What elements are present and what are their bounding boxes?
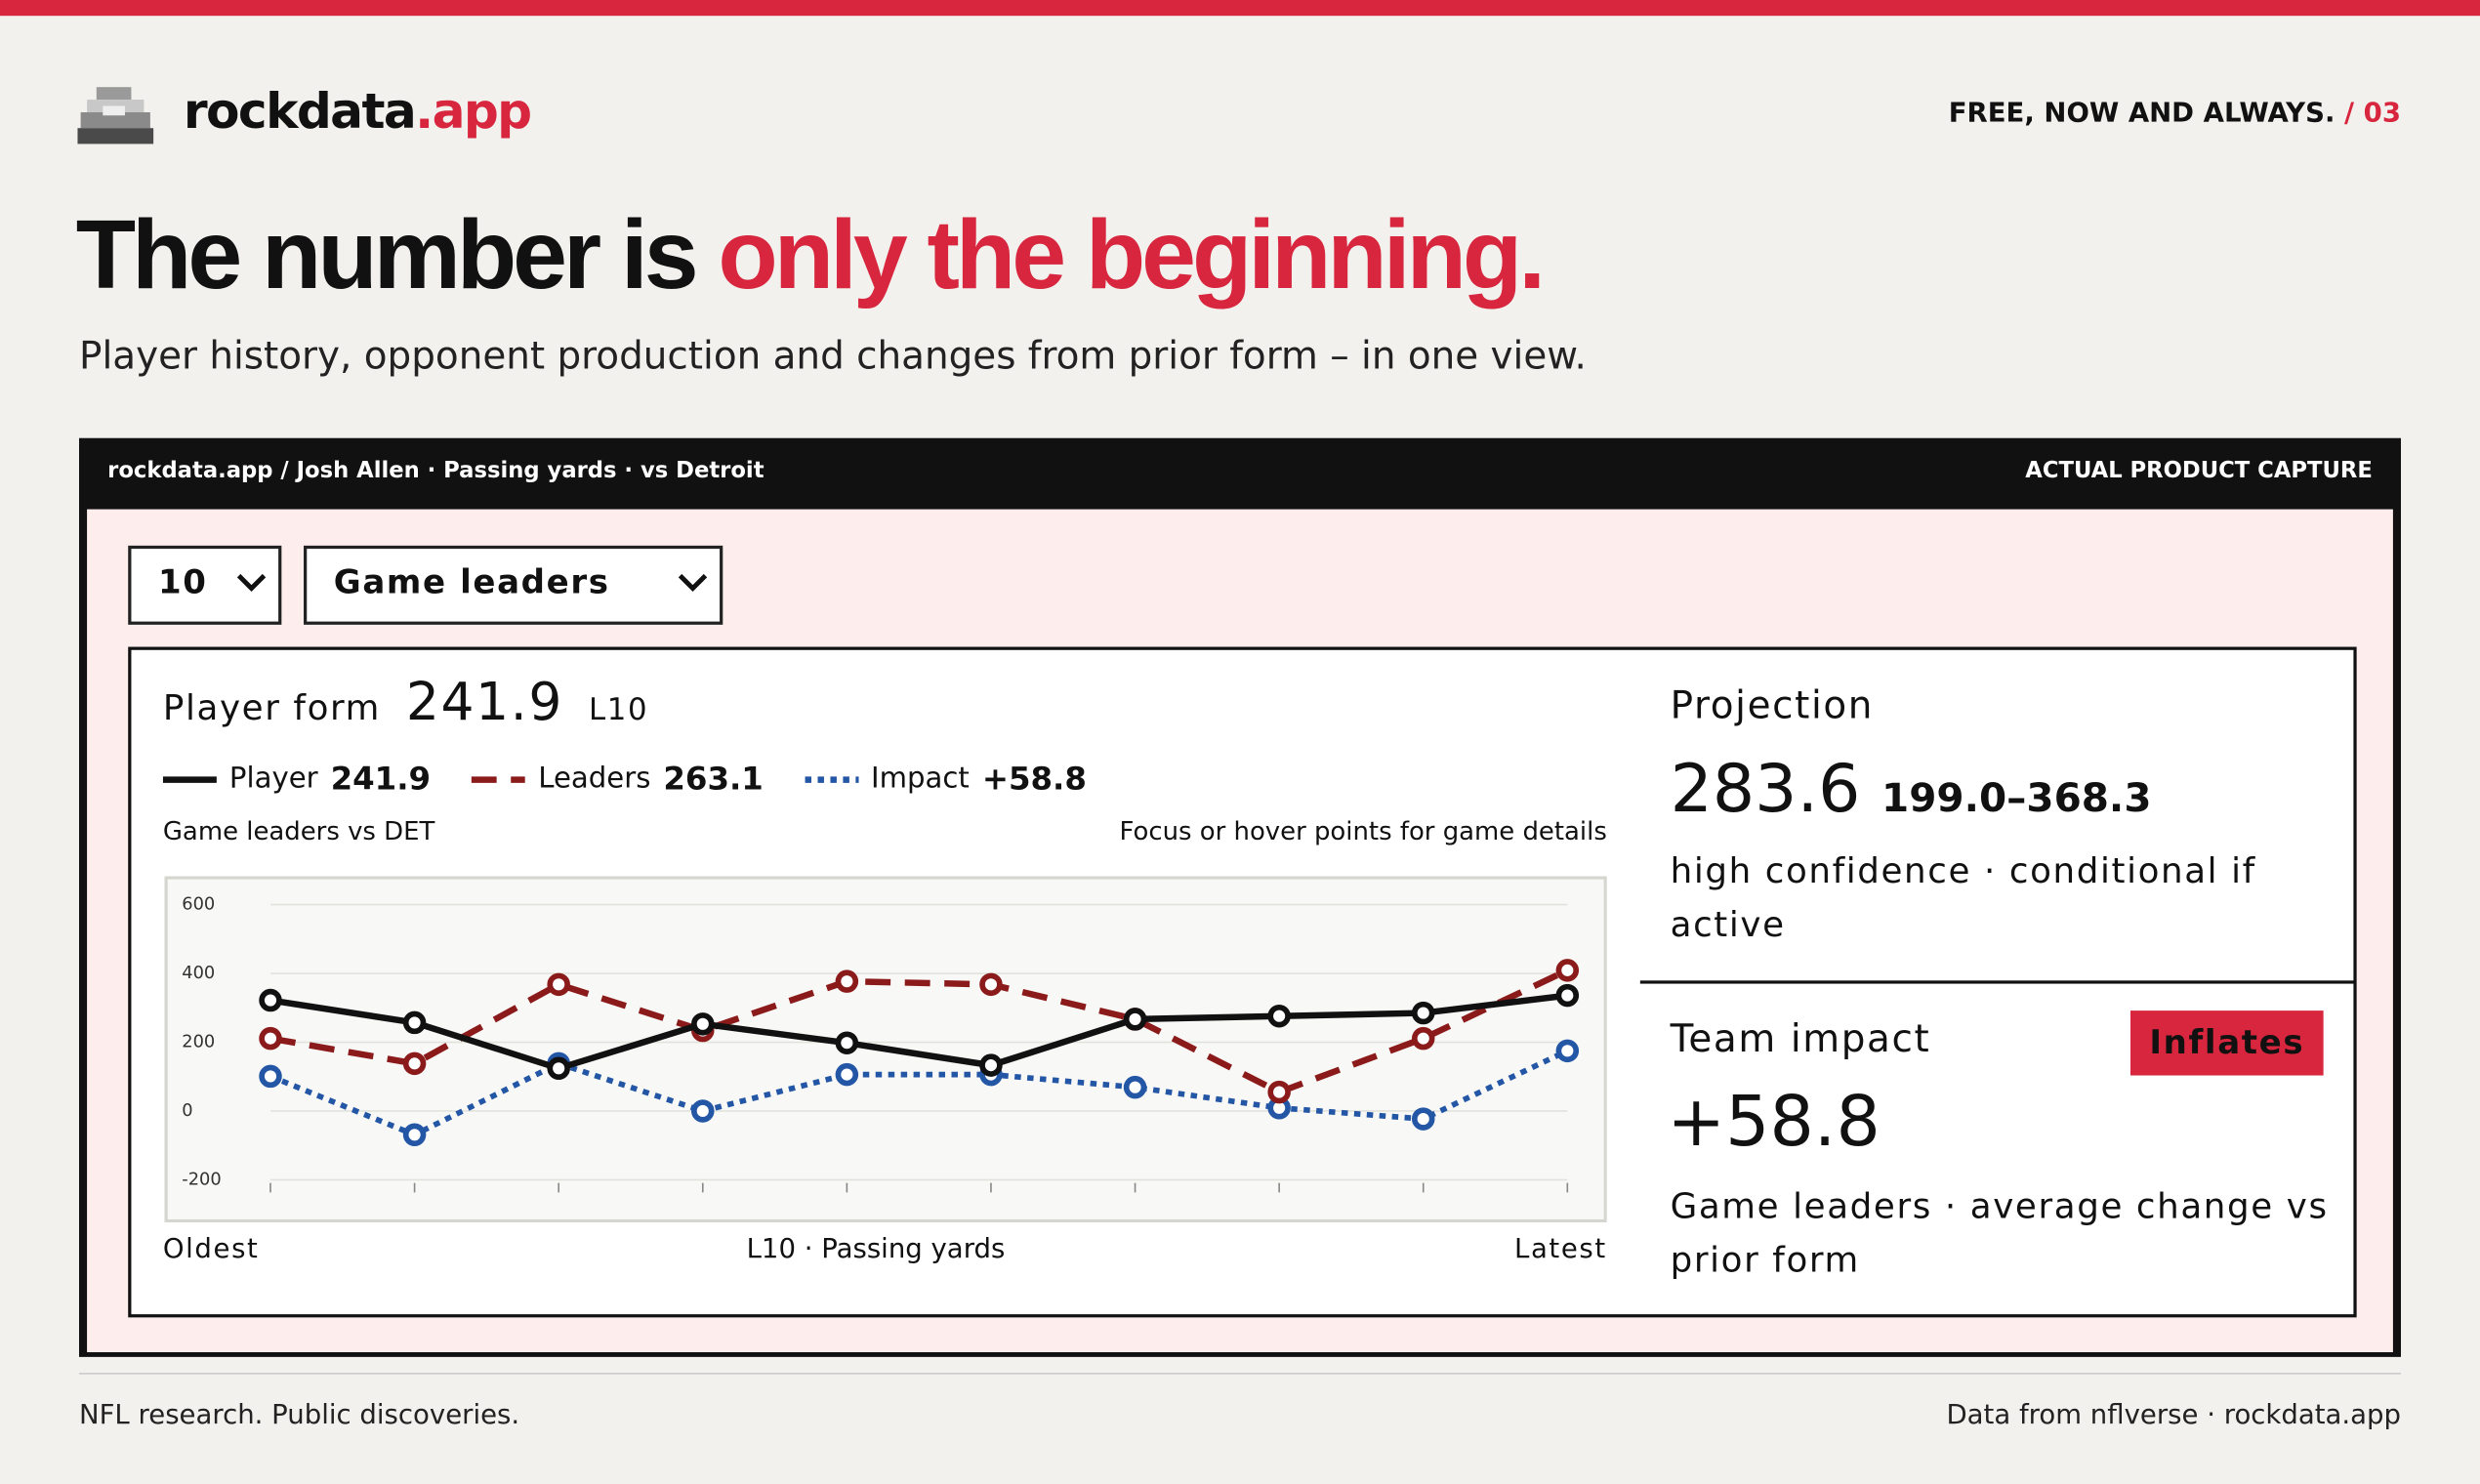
y-tick-label: 0 (182, 1100, 192, 1121)
headline: The number is only the beginning. (75, 199, 1546, 311)
impact-badge: Inflates (2130, 1010, 2324, 1076)
point (1555, 983, 1580, 1008)
projection-value: 283.6 (1670, 749, 1861, 828)
top-bar (0, 0, 2480, 17)
point (1267, 1004, 1291, 1028)
y-tick-label: -200 (182, 1169, 221, 1189)
tagline: FREE, NOW AND ALWAYS. (1948, 98, 2335, 130)
logo (77, 87, 154, 144)
brand-name: rockdata (183, 83, 417, 142)
point (691, 1012, 715, 1036)
legend-label: Leaders (538, 761, 651, 795)
subtitle: Player history, opponent production and … (78, 333, 1587, 379)
point (259, 1026, 282, 1051)
form-value: 241.9 (405, 670, 564, 733)
series-line (269, 1048, 1569, 1138)
legend-item: Impact +58.8 (804, 759, 1087, 798)
projection-row: 283.6 199.0–368.3 (1671, 750, 2152, 827)
impact-note: Game leaders · average change vs prior f… (1670, 1187, 2329, 1282)
view-select[interactable]: Game leaders (304, 545, 723, 625)
legend-label: Player (228, 761, 318, 795)
y-tick-label: 600 (182, 894, 215, 915)
point (1267, 1080, 1291, 1104)
point (835, 1062, 859, 1087)
legend-value: 241.9 (330, 759, 432, 798)
count-value: 10 (157, 562, 208, 601)
chart-note: Focus or hover points for game details (1119, 815, 1607, 846)
brand: rockdata.app (183, 83, 532, 142)
legend-item: Leaders 263.1 (472, 759, 764, 798)
x-start: Oldest (162, 1233, 260, 1265)
point (259, 988, 282, 1012)
x-label: L10 · Passing yards (746, 1233, 1006, 1265)
page-number: / 03 (2344, 98, 2402, 130)
count-select[interactable]: 10 (128, 545, 282, 625)
point (979, 972, 1003, 997)
point (547, 1056, 570, 1081)
x-end: Latest (1513, 1233, 1607, 1265)
point (1411, 1026, 1435, 1051)
footer-right: Data from nflverse · rockdata.app (1946, 1399, 2402, 1432)
tagline-row: FREE, NOW AND ALWAYS. / 03 (1949, 98, 2401, 129)
point (835, 1031, 859, 1054)
breadcrumb: rockdata.app / Josh Allen · Passing yard… (107, 458, 765, 484)
brand-ext: .app (415, 83, 532, 142)
view-value: Game leaders (333, 562, 610, 601)
point (835, 969, 859, 993)
point (1123, 1075, 1147, 1099)
projection-label: Projection (1670, 682, 1875, 728)
legend-item: Player 241.9 (162, 759, 432, 798)
y-tick-label: 200 (182, 1032, 215, 1052)
impact-label: Team impact (1670, 1016, 1931, 1061)
divider (1639, 980, 2356, 984)
series-line (269, 967, 1569, 1096)
form-label: Player form (162, 689, 381, 729)
legend-value: 263.1 (663, 759, 764, 798)
chart: -200 0 200 400 600 (164, 876, 1607, 1223)
legend-value: +58.8 (981, 759, 1087, 798)
y-tick-label: 400 (182, 963, 215, 983)
impact-value: +58.8 (1667, 1082, 1881, 1163)
point (547, 972, 570, 997)
headline-b: only the beginning. (718, 200, 1546, 310)
point (1555, 1039, 1580, 1063)
point (402, 1123, 427, 1147)
legend-swatch (804, 776, 859, 783)
form-row: Player form 241.9 L10 (163, 671, 648, 732)
projection-note: high confidence · conditional if active (1670, 852, 2256, 946)
headline-a: The number is (75, 200, 699, 310)
point (691, 1099, 715, 1123)
point (402, 1010, 427, 1035)
point (259, 1064, 282, 1089)
point (1411, 1107, 1435, 1131)
point (1411, 1001, 1435, 1025)
chart-title: Game leaders vs DET (162, 815, 435, 846)
footer-rule (78, 1373, 2402, 1375)
series-line (269, 992, 1568, 1072)
point (979, 1053, 1003, 1077)
legend-swatch (162, 776, 217, 783)
capture-badge: ACTUAL PRODUCT CAPTURE (2025, 458, 2373, 484)
form-window: L10 (588, 692, 649, 728)
legend-label: Impact (871, 761, 970, 795)
point (402, 1051, 427, 1076)
projection-range: 199.0–368.3 (1881, 774, 2152, 821)
footer-left: NFL research. Public discoveries. (78, 1399, 520, 1432)
legend-swatch (472, 776, 526, 783)
point (1555, 959, 1580, 982)
point (1123, 1008, 1147, 1031)
legend: Player 241.9 Leaders 263.1 Impact +58.8 (162, 759, 1087, 798)
